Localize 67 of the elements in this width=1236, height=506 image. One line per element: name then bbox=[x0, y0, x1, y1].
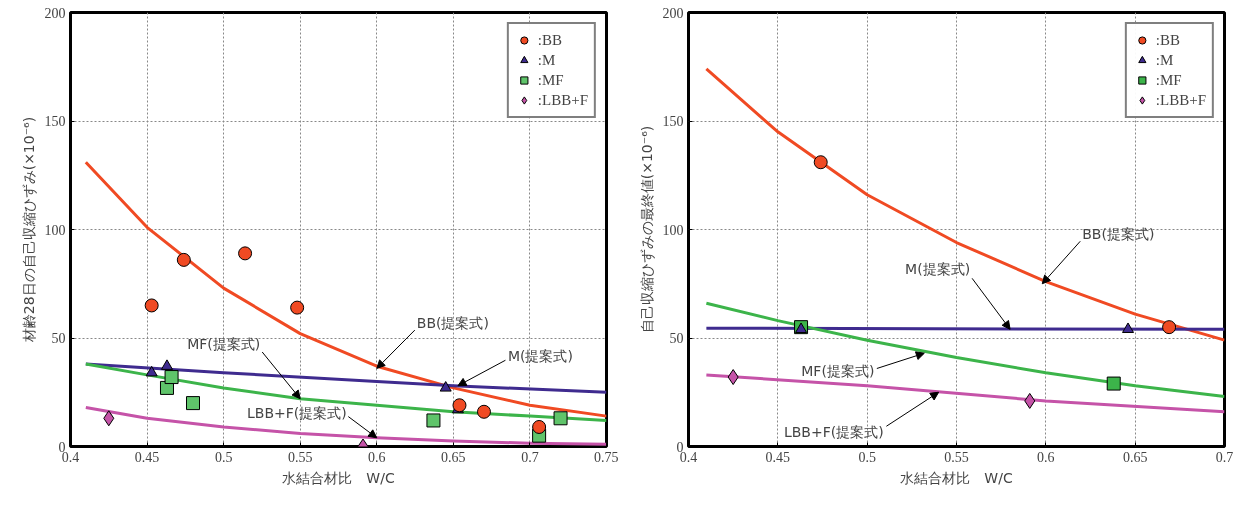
legend-label: :LBB+F bbox=[1155, 91, 1206, 109]
legend-label: :MF bbox=[537, 71, 564, 89]
annotation: LBB+F(提案式) bbox=[247, 404, 347, 421]
annotation: MF(提案式) bbox=[187, 335, 261, 352]
annotation: MF(提案式) bbox=[801, 363, 875, 380]
x-tick-label: 0.55 bbox=[287, 449, 313, 465]
point bbox=[160, 359, 173, 370]
x-tick-label: 0.5 bbox=[214, 449, 233, 465]
point bbox=[1106, 376, 1121, 391]
point bbox=[426, 413, 441, 428]
annotation: BB(提案式) bbox=[416, 315, 489, 332]
point bbox=[476, 404, 491, 419]
annotation: M(提案式) bbox=[507, 347, 573, 364]
point bbox=[290, 300, 305, 315]
point bbox=[553, 411, 568, 426]
x-tick-label: 0.75 bbox=[594, 449, 619, 465]
annotation: BB(提案式) bbox=[1082, 225, 1155, 242]
x-tick-label: 0.65 bbox=[441, 449, 466, 465]
point bbox=[144, 298, 159, 313]
x-axis-title: 水結合材比 W/C bbox=[900, 469, 1013, 486]
x-tick-label: 0.5 bbox=[858, 449, 876, 465]
point bbox=[439, 381, 452, 392]
y-tick-label: 50 bbox=[51, 331, 66, 346]
point bbox=[145, 365, 158, 377]
y-axis-title: 自己収縮ひずみの最終値(×10⁻⁶) bbox=[638, 125, 655, 334]
y-tick-label: 150 bbox=[44, 114, 66, 129]
line-series bbox=[84, 405, 607, 446]
legend-label: :M bbox=[1155, 51, 1175, 69]
annotation: LBB+F(提案式) bbox=[783, 424, 884, 441]
point bbox=[1162, 320, 1177, 335]
annotation: M(提案式) bbox=[905, 261, 971, 278]
point bbox=[532, 419, 547, 434]
point bbox=[176, 252, 191, 267]
x-tick-label: 0.55 bbox=[944, 449, 969, 465]
line-series bbox=[704, 67, 1225, 342]
x-tick-label: 0.6 bbox=[368, 449, 386, 465]
point bbox=[813, 155, 828, 170]
line-series bbox=[84, 362, 607, 422]
x-axis-title: 水結合材比 W/C bbox=[282, 469, 395, 486]
y-tick-label: 100 bbox=[662, 222, 684, 238]
y-tick-label: 100 bbox=[44, 222, 66, 238]
legend-label: :BB bbox=[537, 31, 563, 49]
point bbox=[103, 410, 115, 427]
point bbox=[727, 369, 739, 386]
legend-label: :LBB+F bbox=[537, 91, 588, 109]
y-tick-label: 50 bbox=[669, 331, 684, 346]
point bbox=[164, 370, 179, 385]
x-tick-label: 0.7 bbox=[521, 449, 539, 465]
legend-label: :BB bbox=[1155, 31, 1181, 49]
x-tick-label: 0.45 bbox=[765, 449, 791, 465]
point bbox=[1122, 322, 1135, 333]
y-tick-label: 150 bbox=[662, 114, 684, 129]
x-tick-label: 0.65 bbox=[1122, 449, 1148, 465]
point bbox=[1024, 392, 1036, 409]
legend-label: :MF bbox=[1155, 71, 1182, 89]
point bbox=[452, 398, 467, 413]
x-tick-label: 0.7 bbox=[1215, 449, 1234, 465]
y-axis-title: 材齢28日の自己収縮ひずみ(×10⁻⁶) bbox=[20, 116, 37, 344]
line-series bbox=[704, 301, 1225, 399]
x-tick-label: 0.6 bbox=[1037, 449, 1055, 465]
point bbox=[238, 246, 253, 261]
point bbox=[186, 396, 201, 411]
y-tick-label: 200 bbox=[44, 5, 66, 21]
x-tick-label: 0.45 bbox=[134, 449, 160, 465]
y-tick-label: 200 bbox=[662, 5, 684, 21]
line-series bbox=[84, 160, 607, 418]
legend-label: :M bbox=[537, 51, 557, 69]
